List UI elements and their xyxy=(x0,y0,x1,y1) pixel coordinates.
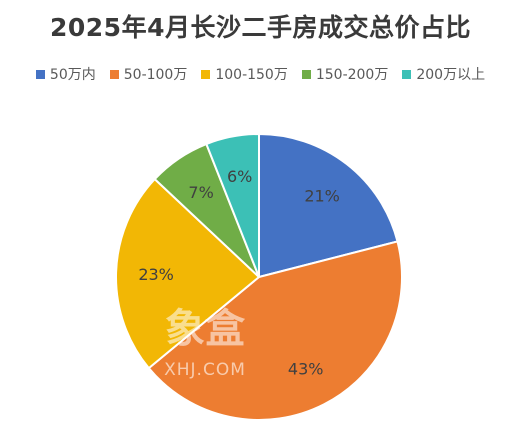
legend-label-1: 50-100万 xyxy=(123,67,188,83)
watermark-logo-text: 象盒 xyxy=(165,306,246,352)
legend-item-2: 100-150万 xyxy=(201,64,288,84)
slice-label-4: 6% xyxy=(227,167,252,186)
chart-title: 2025年4月长沙二手房成交总价占比 xyxy=(50,13,471,42)
watermark: 象盒 XHJ.COM xyxy=(164,306,246,380)
legend-label-3: 150-200万 xyxy=(315,67,389,83)
legend-item-3: 150-200万 xyxy=(301,64,389,84)
pie-data-labels: 21% 43% 23% 7% 6% xyxy=(138,167,340,379)
pie-slice-0 xyxy=(258,132,399,279)
slice-label-3: 7% xyxy=(188,183,213,202)
legend-label-0: 50万内 xyxy=(49,67,96,83)
pie-slice-4 xyxy=(205,132,260,278)
legend-item-0: 50万内 xyxy=(35,64,96,84)
legend-label-4: 200万以上 xyxy=(416,67,486,83)
legend-swatch-2 xyxy=(201,69,211,79)
watermark-url-text: XHJ.COM xyxy=(164,360,246,380)
legend: 50万内 50-100万 100-150万 150-200万 200万以上 xyxy=(0,64,521,84)
legend-item-4: 200万以上 xyxy=(402,64,485,84)
slice-label-2: 23% xyxy=(138,265,174,284)
pie-slices xyxy=(115,132,403,421)
legend-swatch-1 xyxy=(109,69,119,79)
slice-label-1: 43% xyxy=(288,360,324,379)
pie-slice-2 xyxy=(115,177,261,370)
legend-swatch-4 xyxy=(402,69,412,79)
legend-item-1: 50-100万 xyxy=(109,64,188,84)
legend-swatch-0 xyxy=(35,69,45,79)
slice-label-0: 21% xyxy=(304,187,340,206)
pie-slice-1 xyxy=(147,240,403,421)
legend-label-2: 100-150万 xyxy=(215,67,288,83)
legend-swatch-3 xyxy=(301,69,311,79)
